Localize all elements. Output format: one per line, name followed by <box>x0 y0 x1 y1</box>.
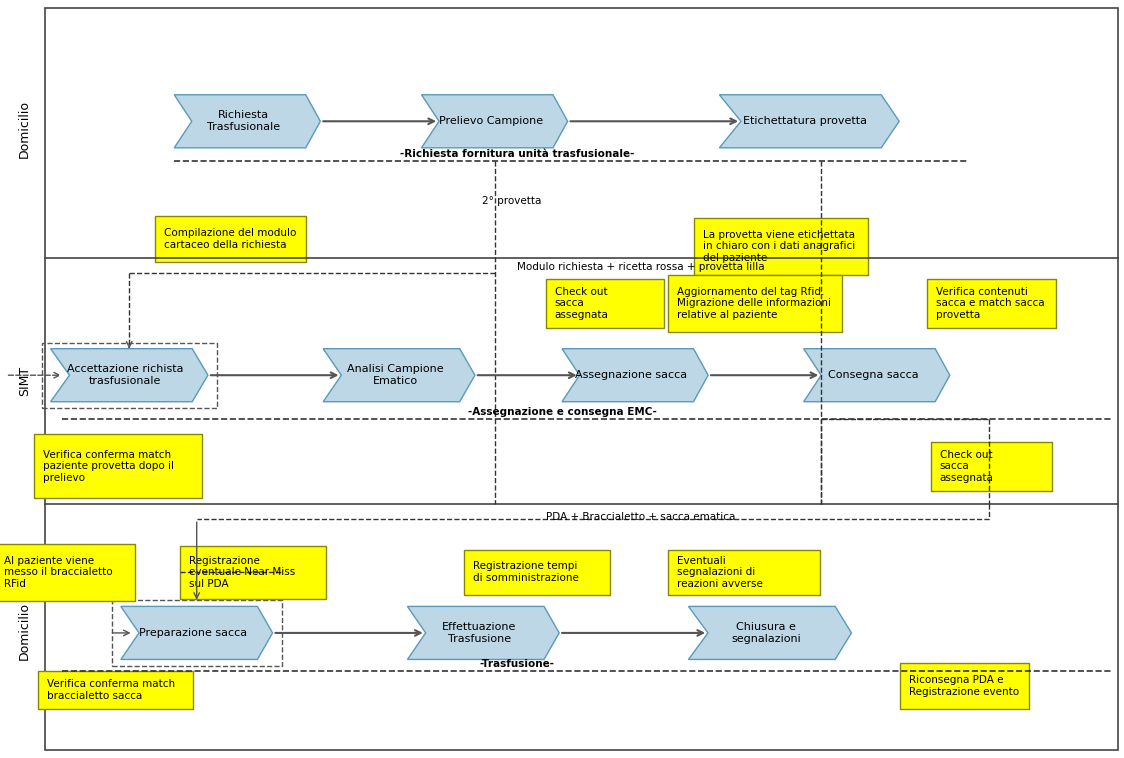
Text: SIMT: SIMT <box>18 366 31 396</box>
FancyBboxPatch shape <box>180 546 326 599</box>
Text: Registrazione
eventuale Near Miss
sul PDA: Registrazione eventuale Near Miss sul PD… <box>189 556 296 589</box>
Text: Domicilio: Domicilio <box>18 100 31 158</box>
Text: Check out
sacca
assegnata: Check out sacca assegnata <box>555 287 608 320</box>
Text: Analisi Campione
Ematico: Analisi Campione Ematico <box>347 365 444 386</box>
Text: Verifica contenuti
sacca e match sacca
provetta: Verifica contenuti sacca e match sacca p… <box>935 287 1044 320</box>
Text: Richiesta
Trasfusionale: Richiesta Trasfusionale <box>207 111 280 132</box>
FancyBboxPatch shape <box>899 663 1028 709</box>
Text: Compilazione del modulo
cartaceo della richiesta: Compilazione del modulo cartaceo della r… <box>164 228 296 249</box>
Text: Effettuazione
Trasfusione: Effettuazione Trasfusione <box>443 622 517 644</box>
Polygon shape <box>422 95 568 148</box>
Text: Consegna sacca: Consegna sacca <box>827 370 918 381</box>
Text: Aggiornamento del tag Rfid.
Migrazione delle informazioni
relative al paziente: Aggiornamento del tag Rfid. Migrazione d… <box>677 287 832 320</box>
Text: Al paziente viene
messo il braccialetto
RFid: Al paziente viene messo il braccialetto … <box>4 556 112 589</box>
Polygon shape <box>719 95 899 148</box>
Polygon shape <box>324 349 474 402</box>
Text: Check out
sacca
assegnata: Check out sacca assegnata <box>940 449 994 483</box>
FancyBboxPatch shape <box>694 218 868 275</box>
FancyBboxPatch shape <box>38 671 193 709</box>
Text: -Richiesta fornitura unità trasfusionale-: -Richiesta fornitura unità trasfusionale… <box>400 149 634 159</box>
Text: Assegnazione sacca: Assegnazione sacca <box>575 370 688 381</box>
Text: Preparazione sacca: Preparazione sacca <box>139 628 247 638</box>
FancyBboxPatch shape <box>546 278 663 327</box>
Polygon shape <box>688 606 852 659</box>
Text: La provetta viene etichettata
in chiaro con i dati anagrafici
del paziente: La provetta viene etichettata in chiaro … <box>702 230 855 263</box>
Text: Prelievo Campione: Prelievo Campione <box>438 116 543 127</box>
FancyBboxPatch shape <box>154 216 306 262</box>
Text: Verifica conferma match
braccialetto sacca: Verifica conferma match braccialetto sac… <box>47 679 175 700</box>
Text: Accettazione richista
trasfusionale: Accettazione richista trasfusionale <box>67 365 183 386</box>
Text: Chiusura e
segnalazioni: Chiusura e segnalazioni <box>731 622 800 644</box>
Text: Domicilio: Domicilio <box>18 602 31 659</box>
FancyBboxPatch shape <box>926 278 1057 327</box>
Polygon shape <box>120 606 272 659</box>
Text: Eventuali
segnalazioni di
reazioni avverse: Eventuali segnalazioni di reazioni avver… <box>677 556 763 589</box>
Polygon shape <box>804 349 950 402</box>
Text: Etichettatura provetta: Etichettatura provetta <box>743 116 867 127</box>
Text: Modulo richiesta + ricetta rossa + provetta lilla: Modulo richiesta + ricetta rossa + prove… <box>517 262 764 272</box>
FancyBboxPatch shape <box>34 434 202 499</box>
Text: Riconsegna PDA e
Registrazione evento: Riconsegna PDA e Registrazione evento <box>908 675 1018 697</box>
Text: -Assegnazione e consegna EMC-: -Assegnazione e consegna EMC- <box>468 407 656 417</box>
FancyBboxPatch shape <box>931 441 1052 491</box>
Polygon shape <box>562 349 708 402</box>
Text: 2° provetta: 2° provetta <box>482 196 541 206</box>
Polygon shape <box>174 95 320 148</box>
FancyBboxPatch shape <box>668 550 821 595</box>
Text: Registrazione tempi
di somministrazione: Registrazione tempi di somministrazione <box>473 562 579 583</box>
Text: Verifica conferma match
paziente provetta dopo il
prelievo: Verifica conferma match paziente provett… <box>43 449 174 483</box>
FancyBboxPatch shape <box>0 544 135 600</box>
FancyBboxPatch shape <box>668 275 843 332</box>
FancyBboxPatch shape <box>464 550 610 595</box>
Polygon shape <box>51 349 208 402</box>
Text: -Trasfusione-: -Trasfusione- <box>480 659 554 669</box>
Polygon shape <box>407 606 559 659</box>
Text: PDA + Braccialetto + sacca ematica: PDA + Braccialetto + sacca ematica <box>546 512 735 522</box>
